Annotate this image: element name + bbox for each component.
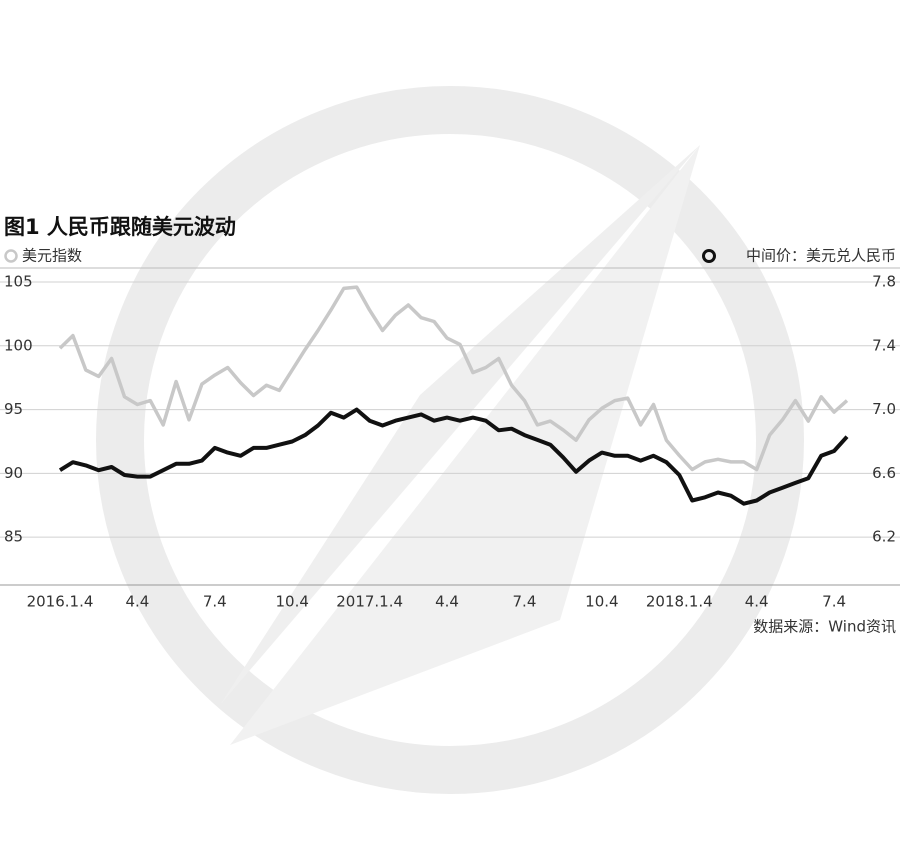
y-tick-label: 95 xyxy=(4,400,23,418)
source-note: 数据来源：Wind资讯 xyxy=(753,618,896,636)
watermark xyxy=(96,86,804,794)
y-tick-label: 100 xyxy=(4,336,33,354)
y-tick-label: 105 xyxy=(4,273,33,291)
x-tick-label: 4.4 xyxy=(745,593,769,611)
legend-label: 美元指数 xyxy=(22,247,82,265)
series-line xyxy=(58,285,849,472)
chart-title: 图1 人民币跟随美元波动 xyxy=(4,215,236,239)
x-tick-label: 4.4 xyxy=(435,593,459,611)
x-tick-label: 10.4 xyxy=(585,593,618,611)
y-tick-label: 90 xyxy=(4,464,23,482)
x-tick-label: 7.4 xyxy=(822,593,846,611)
legend-marker xyxy=(702,249,716,263)
y2-tick-label: 7.4 xyxy=(872,336,896,354)
watermark-slash xyxy=(220,145,700,705)
y2-tick-label: 6.6 xyxy=(872,464,896,482)
x-tick-label: 7.4 xyxy=(203,593,227,611)
y-tick-label: 85 xyxy=(4,528,23,546)
x-tick-label: 10.4 xyxy=(276,593,309,611)
x-tick-label: 7.4 xyxy=(513,593,537,611)
y2-tick-label: 7.0 xyxy=(872,400,896,418)
y2-tick-label: 7.8 xyxy=(872,273,896,291)
y2-tick-label: 6.2 xyxy=(872,528,896,546)
x-tick-label: 2017.1.4 xyxy=(336,593,403,611)
series-line xyxy=(58,407,849,506)
legend-marker xyxy=(4,249,18,263)
legend-label: 中间价：美元兑人民币 xyxy=(746,247,896,265)
x-tick-label: 4.4 xyxy=(125,593,149,611)
watermark-slash xyxy=(230,145,700,745)
watermark-ring xyxy=(96,86,804,794)
x-tick-label: 2016.1.4 xyxy=(27,593,94,611)
x-tick-label: 2018.1.4 xyxy=(646,593,713,611)
